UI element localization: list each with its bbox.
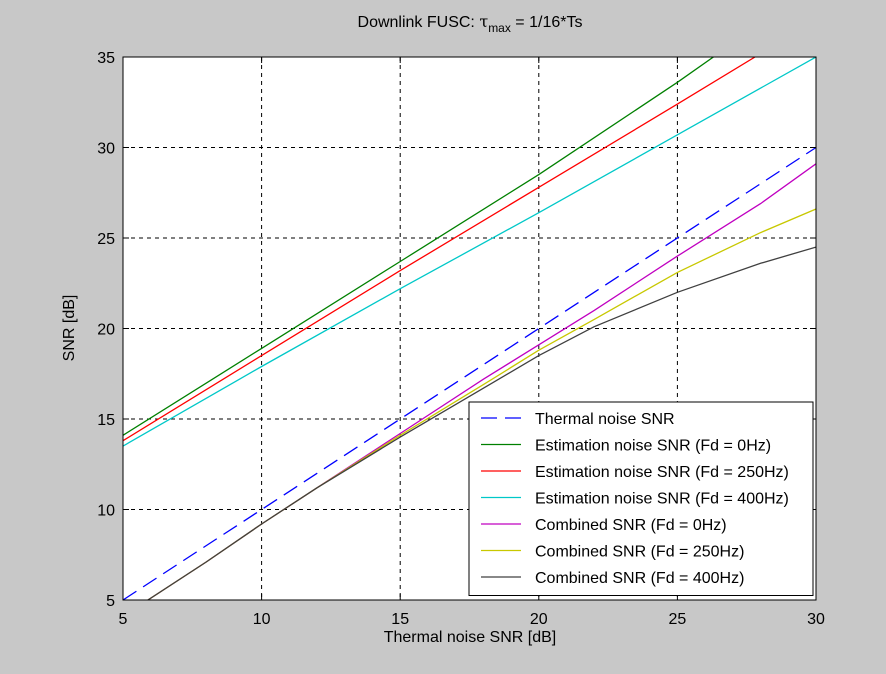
- series-line: [123, 146, 816, 600]
- y-tick-label: 15: [97, 412, 115, 429]
- ticks: 5 10 15 20 25 30 5 10 15 20 25 30 35: [97, 50, 825, 628]
- legend-label: Combined SNR (Fd = 400Hz): [535, 570, 744, 587]
- chart-title: Downlink FUSC: τmax = 1/16*Ts: [358, 12, 583, 35]
- x-tick-label: 20: [530, 611, 548, 628]
- legend: Thermal noise SNR Estimation noise SNR (F…: [468, 401, 814, 596]
- x-tick-label: 15: [391, 611, 409, 628]
- legend-box: [468, 401, 814, 596]
- y-tick-label: 10: [97, 503, 115, 520]
- series-line: [123, 57, 816, 447]
- y-tick-label: 35: [97, 50, 115, 67]
- y-tick-label: 20: [97, 322, 115, 339]
- y-axis-label: SNR [dB]: [61, 295, 78, 362]
- series-line: [147, 246, 816, 600]
- legend-label: Combined SNR (Fd = 250Hz): [535, 544, 744, 561]
- legend-label: Estimation noise SNR (Fd = 400Hz): [535, 491, 789, 508]
- x-tick-label: 25: [669, 611, 687, 628]
- y-tick-label: 5: [106, 593, 115, 610]
- series-line: [123, 57, 756, 442]
- y-tick-label: 25: [97, 231, 115, 248]
- x-tick-label: 5: [119, 611, 128, 628]
- x-tick-label: 10: [253, 611, 271, 628]
- legend-label: Estimation noise SNR (Fd = 250Hz): [535, 464, 789, 481]
- legend-label: Thermal noise SNR: [535, 411, 675, 428]
- y-tick-label: 30: [97, 141, 115, 158]
- series-line: [123, 57, 714, 436]
- legend-label: Estimation noise SNR (Fd = 0Hz): [535, 438, 771, 455]
- x-axis-label: Thermal noise SNR [dB]: [384, 629, 557, 646]
- series-layer: [123, 57, 816, 600]
- legend-label: Combined SNR (Fd = 0Hz): [535, 517, 727, 534]
- x-tick-label: 30: [807, 611, 825, 628]
